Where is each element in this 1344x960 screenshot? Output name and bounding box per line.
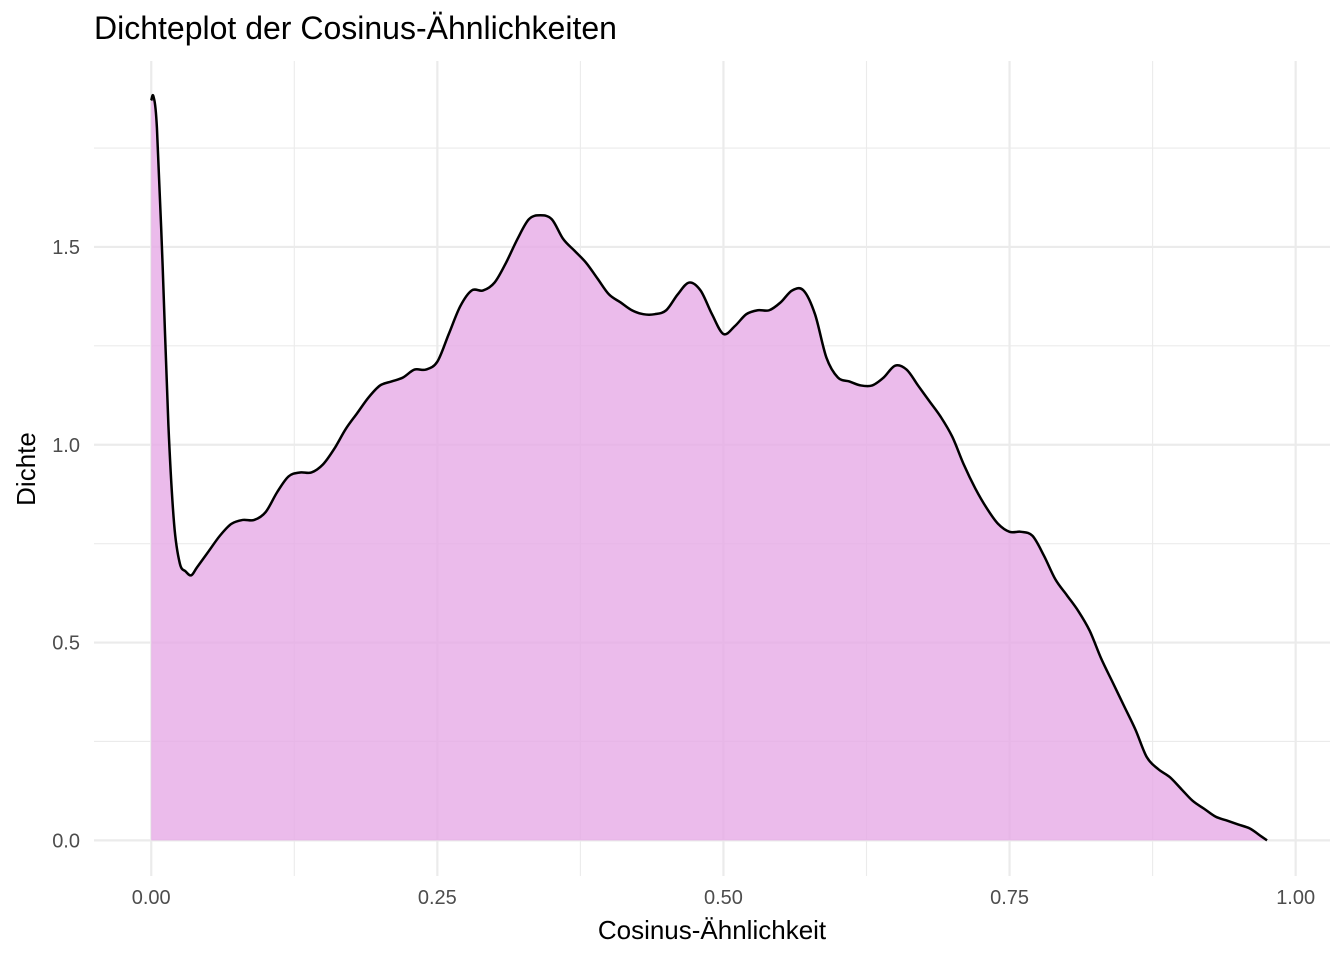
y-axis-title: Dichte [11, 432, 41, 506]
y-tick-label: 0.0 [52, 830, 80, 852]
y-tick-label: 1.5 [52, 237, 80, 259]
x-tick-label: 0.75 [990, 887, 1029, 909]
chart-title: Dichteplot der Cosinus-Ähnlichkeiten [94, 10, 617, 46]
y-tick-label: 1.0 [52, 435, 80, 457]
y-tick-label: 0.5 [52, 633, 80, 655]
x-tick-label: 0.00 [132, 887, 171, 909]
density-area [151, 95, 1268, 841]
x-tick-label: 0.25 [418, 887, 457, 909]
density-line [150, 93, 1268, 842]
x-axis-tick-labels: 0.00 0.25 0.50 0.75 1.00 [132, 887, 1315, 909]
x-axis-title: Cosinus-Ähnlichkeit [598, 915, 827, 945]
y-axis-tick-labels: 0.0 0.5 1.0 1.5 [52, 237, 80, 852]
x-tick-label: 1.00 [1276, 887, 1315, 909]
major-gridlines [94, 61, 1330, 876]
x-tick-label: 0.50 [704, 887, 743, 909]
